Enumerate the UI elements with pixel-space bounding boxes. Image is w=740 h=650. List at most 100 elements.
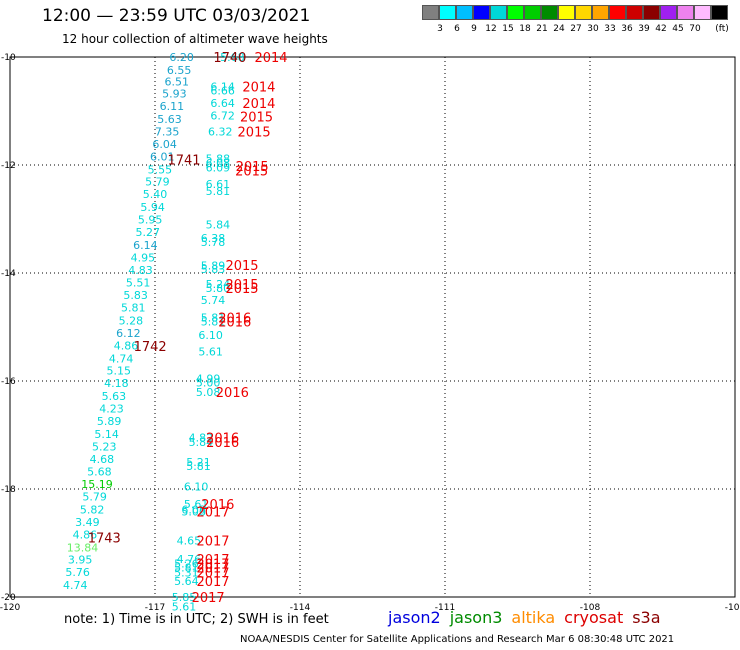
scale-label: 36 bbox=[621, 24, 633, 34]
wave-height-point: 5.80 bbox=[206, 282, 231, 295]
y-tick-label: -18 bbox=[1, 485, 16, 495]
wave-height-point: 5.63 bbox=[102, 390, 127, 403]
scale-label: 15 bbox=[502, 24, 514, 34]
scale-label: 45 bbox=[672, 24, 684, 34]
wave-height-point: 5.85 bbox=[172, 591, 197, 604]
wave-height-point: 6.61 bbox=[206, 178, 231, 191]
scale-label: 33 bbox=[604, 24, 616, 34]
pass-time-label: 2017 bbox=[196, 534, 229, 549]
wave-height-point: 5.64 bbox=[174, 575, 199, 588]
x-tick-label: -117 bbox=[145, 603, 165, 613]
wave-height-point: 5.79 bbox=[82, 491, 107, 504]
wave-height-point: 6.20 bbox=[169, 51, 194, 64]
wave-height-point: 5.15 bbox=[107, 365, 132, 378]
wave-height-point: 5.78 bbox=[201, 236, 226, 249]
wave-height-point: 6.55 bbox=[167, 64, 192, 77]
pass-time-label: 2015 bbox=[225, 282, 258, 297]
pass-time-label: 2017 bbox=[196, 553, 229, 568]
pass-time-label: 2016 bbox=[216, 386, 249, 401]
wave-height-point: 5.21 bbox=[186, 456, 211, 469]
wave-height-point: 5.81 bbox=[174, 561, 199, 574]
pass-time-label: 1740 bbox=[213, 51, 246, 66]
legend-entry-jason3: jason3 bbox=[449, 608, 503, 627]
wave-height-point: 5.95 bbox=[138, 214, 163, 227]
wave-height-point: 6.10 bbox=[198, 329, 223, 342]
credit-line: NOAA/NESDIS Center for Satellite Applica… bbox=[240, 634, 675, 645]
wave-height-point: 4.65 bbox=[177, 534, 202, 547]
scale-swatch bbox=[609, 5, 626, 20]
scale-swatch bbox=[575, 5, 592, 20]
wave-height-point: 5.68 bbox=[87, 466, 112, 479]
wave-height-point: 5.26 bbox=[174, 558, 199, 571]
wave-height-point: 4.23 bbox=[99, 403, 124, 416]
pass-time-label: 2017 bbox=[192, 591, 225, 606]
wave-height-point: 5.76 bbox=[65, 566, 90, 579]
pass-time-label: 1743 bbox=[88, 532, 121, 547]
wave-height-point: 4.18 bbox=[104, 377, 129, 390]
scale-label: 39 bbox=[638, 24, 650, 34]
wave-height-point: 5.63 bbox=[157, 113, 182, 126]
wave-height-point: 5.61 bbox=[184, 498, 209, 511]
scale-label: 18 bbox=[519, 24, 531, 34]
wave-height-point: 6.72 bbox=[210, 109, 235, 122]
wave-height-point: 5.89 bbox=[97, 415, 122, 428]
wave-height-point: 4.86 bbox=[114, 339, 139, 352]
wave-height-point: 6.51 bbox=[165, 75, 190, 88]
pass-time-label: 2016 bbox=[201, 498, 234, 513]
chart-title: 12:00 — 23:59 UTC 03/03/2021 bbox=[42, 6, 311, 26]
wave-height-point: 5.83 bbox=[201, 263, 226, 276]
pass-time-label: 2015 bbox=[238, 126, 271, 141]
scale-swatch bbox=[677, 5, 694, 20]
wave-height-point: 5.94 bbox=[140, 201, 165, 214]
wave-height-point: 15.19 bbox=[81, 478, 113, 491]
wave-height-point: 5.24 bbox=[206, 278, 231, 291]
wave-height-point: 4.74 bbox=[63, 579, 88, 592]
chart-subtitle: 12 hour collection of altimeter wave hei… bbox=[62, 32, 328, 46]
wave-height-point: 5.31 bbox=[174, 567, 199, 580]
wave-height-point: 5.55 bbox=[148, 163, 173, 176]
wave-height-point: 5.81 bbox=[121, 302, 146, 315]
pass-time-label: 2014 bbox=[254, 51, 287, 66]
legend-entry-s3a: s3a bbox=[632, 608, 661, 627]
pass-time-label: 2017 bbox=[196, 506, 229, 521]
pass-time-label: 2016 bbox=[218, 311, 251, 326]
wave-height-point: 4.95 bbox=[131, 251, 156, 264]
scale-swatch bbox=[490, 5, 507, 20]
satellite-legend: jason2 jason3 altika cryosat s3a bbox=[388, 608, 670, 627]
wave-height-point: 5.83 bbox=[123, 289, 148, 302]
wave-height-point: 6.01 bbox=[150, 150, 175, 163]
y-tick-label: -20 bbox=[1, 593, 16, 603]
wave-height-point: 6.14 bbox=[210, 81, 235, 94]
scale-label: 9 bbox=[471, 24, 477, 34]
wave-height-point: 6.08 bbox=[181, 504, 206, 517]
scale-swatch bbox=[456, 5, 473, 20]
pass-time-label: 2015 bbox=[225, 259, 258, 274]
scale-swatch bbox=[422, 5, 439, 20]
wave-height-point: 5.27 bbox=[136, 226, 161, 239]
wave-height-point: 5.61 bbox=[172, 601, 197, 614]
wave-height-point: 5.00 bbox=[196, 377, 221, 390]
wave-height-point: 5.79 bbox=[145, 176, 170, 189]
pass-time-label: 2015 bbox=[225, 278, 258, 293]
wave-height-point: 6.11 bbox=[160, 100, 185, 113]
pass-time-label: 2017 bbox=[196, 561, 229, 576]
scale-swatch bbox=[507, 5, 524, 20]
scale-label: 30 bbox=[587, 24, 599, 34]
wave-height-point: 6.14 bbox=[133, 239, 158, 252]
scale-swatch bbox=[473, 5, 490, 20]
wave-height-point: 6.12 bbox=[116, 327, 141, 340]
x-tick-label: -120 bbox=[0, 603, 20, 613]
scale-label: 12 bbox=[485, 24, 497, 34]
y-tick-label: -10 bbox=[1, 53, 16, 63]
y-tick-label: -16 bbox=[1, 377, 16, 387]
wave-height-point: 4.76 bbox=[177, 553, 202, 566]
scale-swatch bbox=[439, 5, 456, 20]
wave-height-point: 5.14 bbox=[94, 428, 119, 441]
scale-swatch bbox=[660, 5, 677, 20]
pass-time-label: 2015 bbox=[240, 110, 273, 125]
pass-time-label: 2016 bbox=[206, 436, 239, 451]
wave-height-point: 4.99 bbox=[196, 372, 221, 385]
pass-time-label: 1742 bbox=[134, 340, 167, 355]
wave-height-point: 5.40 bbox=[143, 188, 168, 201]
